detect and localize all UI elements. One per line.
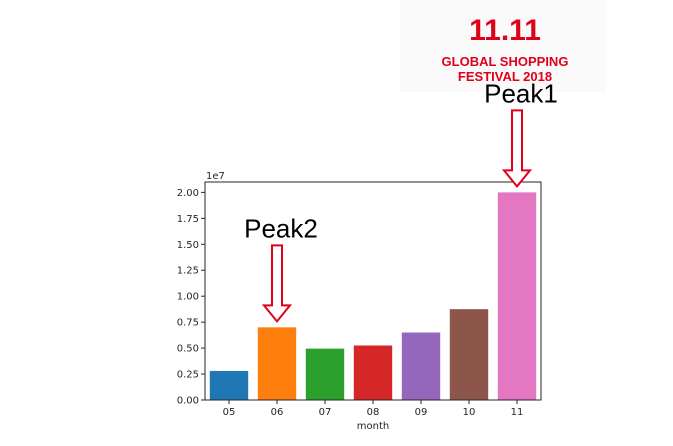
y-tick-label: 1.75 [177, 214, 199, 225]
y-tick-label: 0.75 [177, 318, 199, 329]
bar-05 [209, 370, 249, 400]
y-tick-label: 0.50 [177, 344, 199, 355]
x-tick-label: 08 [367, 407, 380, 418]
annotation-arrow [501, 109, 533, 188]
logo-line2: FESTIVAL 2018 [458, 69, 552, 84]
bar-09 [401, 332, 441, 400]
x-tick-label: 10 [463, 407, 476, 418]
logo-mark: 11.11 [469, 14, 541, 47]
bar-11 [497, 192, 537, 400]
x-tick-label: 05 [223, 407, 236, 418]
y-tick-label: 2.00 [177, 188, 199, 199]
x-tick-label: 06 [271, 407, 284, 418]
y-tick-label: 1.50 [177, 240, 199, 251]
y-tick-label: 0.00 [177, 396, 199, 407]
annotation-arrow [261, 244, 293, 323]
annotation-label: Peak2 [244, 213, 318, 243]
bar-07 [305, 348, 345, 400]
logo-line1: GLOBAL SHOPPING [442, 54, 569, 69]
y-offset-label: 1e7 [206, 171, 225, 182]
y-tick-label: 1.00 [177, 292, 199, 303]
y-tick-label: 1.25 [177, 266, 199, 277]
x-axis-label: month [357, 421, 389, 432]
bar-06 [257, 327, 297, 400]
x-tick-label: 07 [319, 407, 332, 418]
x-tick-label: 09 [415, 407, 428, 418]
x-tick-label: 11 [511, 407, 524, 418]
bar-08 [353, 345, 393, 400]
annotation-label: Peak1 [484, 78, 558, 108]
bar-10 [449, 309, 489, 400]
y-tick-label: 0.25 [177, 370, 199, 381]
festival-logo: 11.11 GLOBAL SHOPPING FESTIVAL 2018 [400, 0, 606, 92]
